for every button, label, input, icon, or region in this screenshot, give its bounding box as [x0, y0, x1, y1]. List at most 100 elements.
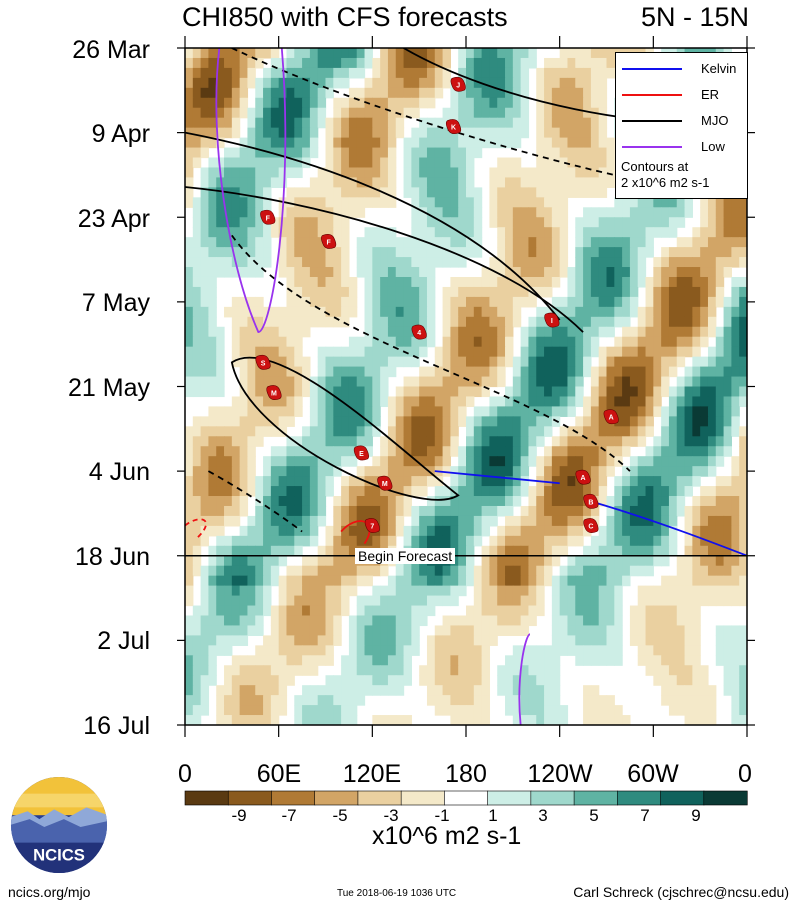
field-cell — [653, 665, 662, 676]
field-cell — [380, 486, 389, 497]
field-cell — [192, 286, 202, 298]
field-cell — [614, 267, 623, 278]
field-cell — [668, 575, 678, 587]
field-cell — [325, 316, 334, 328]
field-cell — [341, 107, 350, 119]
field-cell — [489, 97, 498, 109]
field-cell — [286, 635, 295, 646]
field-cell — [473, 286, 483, 298]
field-cell — [411, 346, 420, 358]
field-cell — [364, 197, 373, 208]
field-cell — [512, 545, 522, 557]
field-cell — [208, 555, 217, 567]
field-cell — [551, 326, 561, 338]
field-cell — [224, 605, 233, 617]
field-cell — [575, 555, 584, 567]
field-cell — [294, 147, 303, 159]
field-cell — [692, 366, 701, 378]
field-cell — [247, 326, 256, 338]
field-cell — [387, 426, 397, 437]
field-cell — [739, 247, 747, 258]
field-cell — [466, 316, 475, 328]
field-cell — [278, 326, 288, 338]
field-cell — [286, 326, 295, 338]
field-cell — [606, 306, 615, 318]
field-cell — [263, 117, 272, 129]
field-cell — [512, 515, 522, 527]
field-cell — [637, 336, 647, 348]
field-cell — [387, 167, 397, 179]
field-cell — [263, 476, 272, 487]
field-cell — [224, 515, 233, 527]
field-cell — [700, 525, 709, 537]
field-cell — [528, 296, 537, 308]
field-cell — [512, 227, 522, 238]
field-cell — [278, 247, 288, 258]
field-cell — [715, 456, 725, 467]
field-cell — [380, 515, 389, 527]
field-cell — [411, 57, 420, 69]
field-cell — [434, 57, 444, 69]
field-cell — [372, 237, 381, 248]
field-cell — [372, 565, 381, 577]
field-cell — [434, 456, 444, 467]
field-cell — [185, 625, 194, 636]
field-cell — [278, 685, 288, 696]
field-cell — [380, 356, 389, 368]
field-cell — [684, 197, 693, 208]
field-cell — [286, 565, 295, 577]
field-cell — [426, 416, 436, 427]
field-cell — [426, 635, 436, 646]
field-cell — [606, 227, 615, 238]
field-cell — [255, 535, 264, 547]
field-cell — [653, 406, 662, 417]
field-cell — [333, 396, 342, 408]
field-cell — [294, 316, 303, 328]
field-cell — [419, 515, 428, 527]
field-cell — [216, 456, 225, 467]
field-cell — [583, 147, 592, 159]
field-cell — [739, 545, 747, 557]
field-cell — [294, 376, 303, 388]
field-cell — [403, 237, 412, 248]
field-cell — [473, 416, 483, 427]
field-cell — [739, 376, 747, 388]
field-cell — [302, 456, 311, 467]
field-cell — [426, 247, 436, 258]
field-cell — [450, 416, 459, 427]
field-cell — [309, 575, 319, 587]
field-cell — [387, 257, 397, 268]
field-cell — [294, 217, 303, 228]
field-cell — [723, 316, 732, 328]
field-cell — [739, 396, 747, 408]
field-cell — [419, 426, 428, 437]
field-cell — [598, 476, 608, 487]
field-cell — [286, 336, 295, 348]
field-cell — [224, 585, 233, 597]
field-cell — [356, 366, 366, 378]
field-cell — [684, 655, 693, 666]
field-cell — [583, 286, 592, 298]
field-cell — [333, 635, 342, 646]
field-cell — [426, 565, 436, 577]
field-cell — [458, 396, 467, 408]
field-cell — [551, 685, 561, 696]
field-cell — [715, 197, 725, 208]
field-cell — [637, 476, 647, 487]
field-cell — [333, 436, 342, 447]
field-cell — [583, 416, 592, 427]
field-cell — [395, 605, 405, 617]
legend-swatch — [622, 68, 682, 70]
field-cell — [559, 615, 569, 627]
field-cell — [309, 715, 319, 725]
field-cell — [466, 296, 475, 308]
field-cell — [333, 276, 342, 288]
field-cell — [645, 545, 654, 557]
field-cell — [481, 426, 491, 437]
field-cell — [395, 496, 405, 507]
field-cell — [263, 257, 272, 268]
field-cell — [637, 426, 647, 437]
field-cell — [653, 286, 662, 298]
field-cell — [637, 615, 647, 627]
field-cell — [255, 227, 264, 238]
